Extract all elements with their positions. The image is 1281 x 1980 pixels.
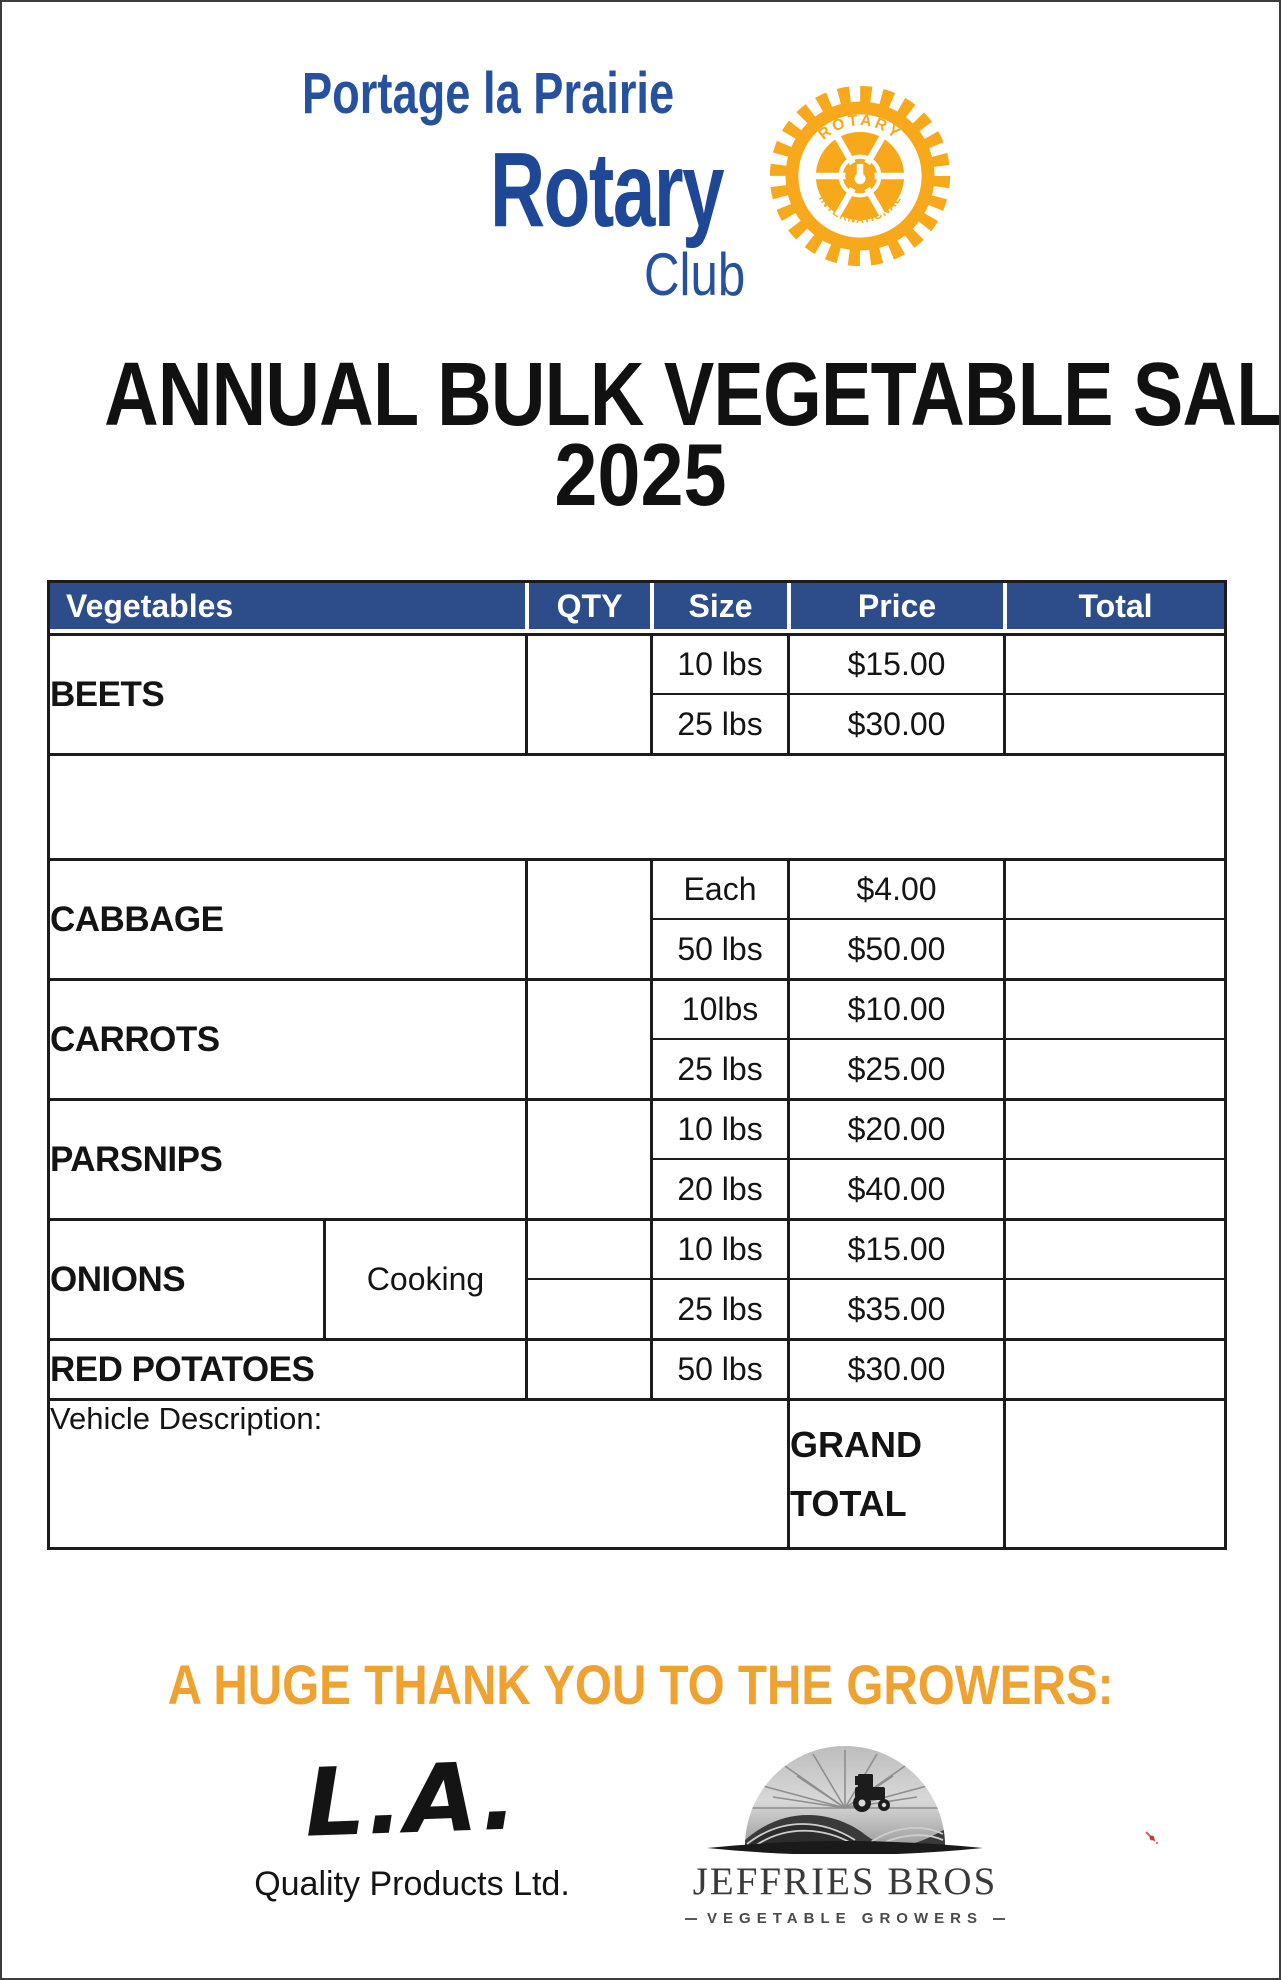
club-city-text: Portage la Prairie [302, 61, 675, 126]
header-size: Size [650, 583, 788, 633]
rotary-wheel-icon: ROTARY INTERNATIONAL [769, 85, 951, 267]
grand-total-line2: TOTAL [790, 1483, 907, 1524]
table-row-red-potatoes: RED POTATOES 50 lbs $30.00 [50, 1338, 1225, 1398]
tractor-icon [853, 1774, 890, 1812]
veg-name-onions: ONIONS [50, 1218, 323, 1338]
rotary-wordmark: Rotary [490, 131, 725, 249]
header-price: Price [787, 583, 1004, 633]
price-cell: $30.00 [787, 693, 1004, 753]
thank-you-heading: A HUGE THANK YOU TO THE GROWERS: [167, 1653, 1114, 1716]
vehicle-description-label: Vehicle Description: [50, 1398, 788, 1547]
qty-cell-red-potatoes [525, 1338, 651, 1398]
price-cell: $50.00 [787, 918, 1004, 978]
table-row-footer: Vehicle Description: GRAND TOTAL [50, 1398, 1225, 1547]
wheel-hub-and-spokes [815, 131, 905, 221]
qty-cell-parsnips [525, 1098, 651, 1218]
size-cell: Each [650, 858, 788, 918]
total-cell [1003, 1038, 1225, 1098]
size-cell: 10 lbs [650, 1218, 788, 1278]
veg-name-red-potatoes: RED POTATOES [50, 1338, 526, 1398]
table-row-onions-2: 25 lbs $35.00 [50, 1278, 1225, 1338]
red-ink-mark [1145, 1831, 1159, 1845]
jeffries-logo-text: JEFFRIES BROS [692, 1860, 998, 1903]
size-cell: 10 lbs [650, 633, 788, 693]
veg-name-cabbage: CABBAGE [50, 858, 526, 978]
total-cell [1003, 633, 1225, 693]
header-qty: QTY [525, 583, 651, 633]
price-cell: $40.00 [787, 1158, 1004, 1218]
page-title-year: 2025 [554, 425, 727, 524]
table-row-onions-1: ONIONS Cooking 10 lbs $15.00 [50, 1218, 1225, 1338]
table-header-row: Vegetables QTY Size Price Total [50, 583, 1225, 633]
qty-cell-beets [525, 633, 651, 753]
size-cell: 10lbs [650, 978, 788, 1038]
order-table: Vegetables QTY Size Price Total BEETS 10… [47, 580, 1228, 1550]
total-cell [1003, 693, 1225, 753]
veg-variety-onions: Cooking [323, 1218, 526, 1338]
left-rule [685, 1917, 698, 1920]
page-title: ANNUAL BULK VEGETABLE SALE [104, 345, 1281, 445]
grand-total-line1: GRAND [790, 1423, 923, 1465]
total-cell [1003, 1338, 1225, 1398]
total-cell [1003, 978, 1225, 1038]
wheel-outer-ring [785, 101, 935, 251]
qty-cell-onions-2 [525, 1278, 651, 1338]
table-row-cabbage-2: 50 lbs $50.00 [50, 918, 1225, 978]
price-cell: $15.00 [787, 1218, 1004, 1278]
la-logo-text: L.A. [303, 1742, 521, 1859]
table-row-parsnips-1: PARSNIPS 10 lbs $20.00 [50, 1098, 1225, 1218]
club-text: Club [644, 241, 746, 308]
table-row-cabbage-1: CABBAGE Each $4.00 [50, 858, 1225, 978]
header-total: Total [1003, 583, 1225, 633]
grand-total-label: GRAND TOTAL [787, 1398, 1004, 1547]
qty-cell-carrots [525, 978, 651, 1098]
total-cell [1003, 1158, 1225, 1218]
order-table-container: Vegetables QTY Size Price Total BEETS 10… [47, 580, 1228, 1550]
logo-base-swoosh [707, 1841, 983, 1855]
veg-name-parsnips: PARSNIPS [50, 1098, 526, 1218]
price-cell: $10.00 [787, 978, 1004, 1038]
table-row-carrots-2: 25 lbs $25.00 [50, 1038, 1225, 1098]
right-rule [992, 1917, 1005, 1920]
total-cell [1003, 1278, 1225, 1338]
jeffries-subtitle-row: VEGETABLE GROWERS [685, 1910, 1005, 1927]
empty-row-cell [50, 753, 1225, 858]
total-cell [1003, 1218, 1225, 1278]
size-cell: 25 lbs [650, 693, 788, 753]
table-row-beets-2: 25 lbs $30.00 [50, 693, 1225, 753]
size-cell: 25 lbs [650, 1278, 788, 1338]
qty-cell-onions-1 [525, 1218, 651, 1278]
price-cell: $20.00 [787, 1098, 1004, 1158]
la-logo-subtitle: Quality Products Ltd. [254, 1865, 570, 1903]
size-cell: 10 lbs [650, 1098, 788, 1158]
jeffries-logo-subtitle: VEGETABLE GROWERS [707, 1910, 983, 1927]
total-cell [1003, 858, 1225, 918]
size-cell: 50 lbs [650, 918, 788, 978]
table-row-beets-1: BEETS 10 lbs $15.00 [50, 633, 1225, 753]
qty-cell-cabbage [525, 858, 651, 978]
size-cell: 25 lbs [650, 1038, 788, 1098]
total-cell [1003, 1098, 1225, 1158]
price-cell: $25.00 [787, 1038, 1004, 1098]
price-cell: $35.00 [787, 1278, 1004, 1338]
grand-total-cell [1003, 1398, 1225, 1547]
price-cell: $4.00 [787, 858, 1004, 918]
size-cell: 50 lbs [650, 1338, 788, 1398]
table-row-empty [50, 753, 1225, 858]
table-row-carrots-1: CARROTS 10lbs $10.00 [50, 978, 1225, 1098]
grower-jeffries-logo: JEFFRIES BROS VEGETABLE GROWERS [685, 1742, 1005, 1927]
size-cell: 20 lbs [650, 1158, 788, 1218]
veg-name-beets: BEETS [50, 633, 526, 753]
price-cell: $15.00 [787, 633, 1004, 693]
table-row-parsnips-2: 20 lbs $40.00 [50, 1158, 1225, 1218]
jeffries-farm-icon [707, 1746, 983, 1855]
total-cell [1003, 918, 1225, 978]
price-cell: $30.00 [787, 1338, 1004, 1398]
grower-la-logo: L.A. Quality Products Ltd. [232, 1742, 592, 1904]
header-vegetables: Vegetables [50, 583, 526, 633]
veg-name-carrots: CARROTS [50, 978, 526, 1098]
